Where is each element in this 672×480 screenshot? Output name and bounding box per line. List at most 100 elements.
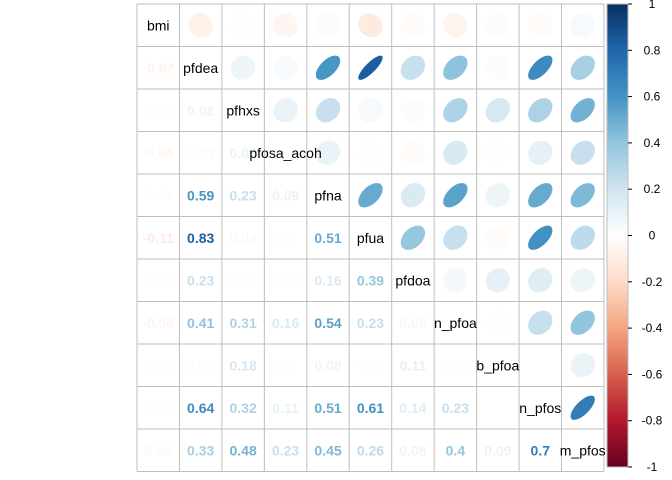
variable-label: pfua [357,230,384,246]
correlation-ellipse [400,13,426,38]
colorbar-tick-label: 1 [649,0,656,11]
correlation-ellipse [358,55,383,80]
correlation-value: 0.02 [187,357,214,373]
variable-label: pfna [314,187,341,203]
correlation-ellipse [528,268,553,293]
correlation-value: -0.02 [142,400,174,416]
variable-label: pfdoa [395,272,430,288]
correlation-ellipse [485,310,511,335]
variable-label: pfosa_acoh [249,145,321,161]
correlation-ellipse [443,183,468,208]
correlation-value: 0.83 [187,230,214,246]
colorbar-legend: 1 0.8 0.6 0.4 0.2 0 -0.2 -0.4 -0.6 -0.8 -1 [606,0,663,474]
correlation-value: 0.33 [187,442,214,458]
correlation-value: -0.05 [142,145,174,161]
correlation-value: 0.23 [357,315,384,331]
correlation-value: -0.02 [270,272,302,288]
correlation-ellipse [358,13,383,38]
correlation-value: -0.06 [142,315,174,331]
correlation-ellipse [188,13,213,38]
correlation-value: 0.02 [230,272,257,288]
correlation-ellipse [315,140,341,165]
colorbar-tick-label: -0.4 [642,321,663,335]
correlation-value: 0.16 [272,315,299,331]
correlation-value: 0.09 [484,442,511,458]
correlation-ellipse [443,98,468,123]
correlation-value: 0.01 [442,357,469,373]
correlation-value: 0.08 [399,442,426,458]
correlation-ellipse [485,140,511,165]
correlation-value: 0.23 [187,272,214,288]
correlation-ellipse [358,140,383,165]
colorbar-tick-label: 0.4 [644,136,661,150]
colorbar-gradient [606,3,629,468]
correlation-value: 0.54 [314,315,341,331]
matrix-grid [136,3,605,472]
correlation-value: 0.31 [230,315,257,331]
variable-label: n_pfos [519,400,561,416]
correlation-ellipse [528,98,553,123]
correlation-ellipse [230,55,256,80]
correlation-value: 0.26 [357,442,384,458]
correlation-value: -0.07 [142,60,174,76]
correlation-ellipse [400,55,426,80]
correlation-value: 0.02 [145,187,172,203]
colorbar-tick-label: 0.6 [644,90,661,104]
correlation-value: 0.05 [399,315,426,331]
correlation-ellipse [273,13,298,38]
correlation-ellipse [528,13,553,38]
correlation-value: 0.09 [230,145,257,161]
correlation-value: 0.04 [230,230,257,246]
correlation-value: 0.02 [145,357,172,373]
correlation-ellipse [443,268,468,293]
correlation-ellipse [528,353,553,378]
correlation-ellipse [443,225,468,250]
correlation-ellipse [315,55,341,80]
correlation-value: 0.45 [314,442,341,458]
correlation-value: 0.23 [442,400,469,416]
correlation-value: -0.02 [142,272,174,288]
correlation-ellipse [273,55,298,80]
correlation-ellipse [570,98,595,123]
correlation-ellipse [570,268,595,293]
correlation-ellipse [528,55,553,80]
correlation-value: -0.11 [143,230,174,246]
correlation-value: 0.4 [446,442,466,458]
correlation-value: 0.11 [272,400,299,416]
variable-label: pfdea [183,60,218,76]
correlation-ellipse [485,98,511,123]
correlation-value: 0.18 [230,357,257,373]
correlation-ellipse [528,225,553,250]
correlation-value: 0.01 [272,230,299,246]
correlation-value: 0.51 [314,400,341,416]
correlation-ellipse [570,353,595,378]
colorbar-tick-label: 0.8 [644,43,661,57]
colorbar-tick-label: -0.6 [642,367,663,381]
variable-label: pfhxs [226,102,259,118]
variable-label: b_pfoa [476,357,519,373]
colorbar-tick-label: 0.2 [644,182,661,196]
correlation-ellipse [485,268,511,293]
correlation-ellipse [273,98,298,123]
correlation-value: 0.04 [145,442,172,458]
correlation-ellipse [443,140,468,165]
correlation-value: 0.16 [314,272,341,288]
correlation-ellipse [528,310,553,335]
correlation-value: 0.14 [399,400,426,416]
correlation-ellipse [315,13,341,38]
correlation-ellipse [528,183,553,208]
correlation-value: 0.01 [272,357,299,373]
correlation-value: 0.61 [357,400,384,416]
correlation-value: 0.23 [230,187,257,203]
correlation-value: 0 [494,400,502,416]
correlation-ellipse [358,183,383,208]
correlation-value: 0.08 [314,357,341,373]
correlation-ellipse [485,183,511,208]
correlation-value: 0.08 [187,102,214,118]
correlation-ellipse [485,55,511,80]
correlation-value: 0.7 [531,442,551,458]
correlation-ellipse [570,140,595,165]
correlation-value: 0.41 [187,315,214,331]
